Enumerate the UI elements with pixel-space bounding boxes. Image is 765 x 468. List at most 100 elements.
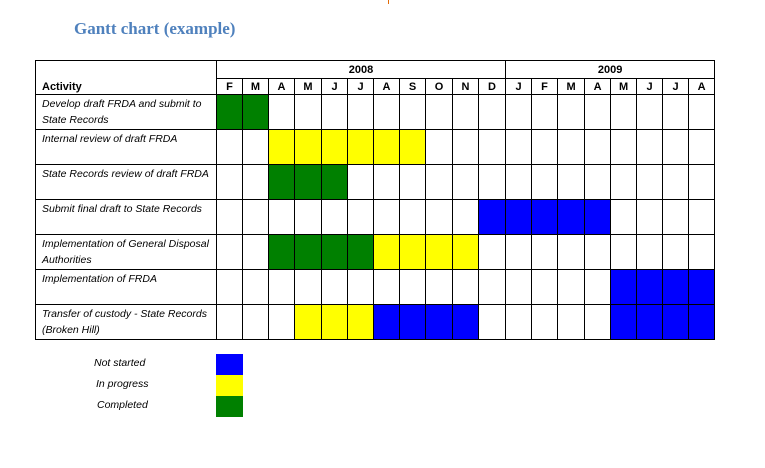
empty-cell <box>242 129 269 165</box>
month-header: D <box>477 78 507 95</box>
empty-cell <box>688 164 716 200</box>
month-header: A <box>688 78 716 95</box>
empty-cell <box>610 94 638 130</box>
empty-cell <box>557 269 586 305</box>
month-header: M <box>557 78 586 95</box>
empty-cell <box>294 94 322 130</box>
not-started-cell <box>477 199 507 235</box>
empty-cell <box>584 234 612 270</box>
activity-label: Submit final draft to State Records <box>35 199 217 235</box>
not-started-cell <box>505 199 533 235</box>
in-progress-cell <box>294 304 322 340</box>
empty-cell <box>531 164 559 200</box>
empty-cell <box>452 199 479 235</box>
empty-cell <box>347 164 374 200</box>
not-started-cell <box>452 304 479 340</box>
empty-cell <box>242 269 269 305</box>
legend-swatch-not-started <box>216 354 243 375</box>
in-progress-cell <box>268 129 295 165</box>
empty-cell <box>662 199 690 235</box>
completed-cell <box>347 234 374 270</box>
empty-cell <box>636 129 664 165</box>
year-header-2009: 2009 <box>505 60 716 79</box>
empty-cell <box>636 94 664 130</box>
table-row: Implementation of General Disposal Autho… <box>35 234 716 270</box>
not-started-cell <box>557 199 586 235</box>
empty-cell <box>399 269 426 305</box>
month-header: A <box>373 78 400 95</box>
empty-cell <box>662 234 690 270</box>
empty-cell <box>610 199 638 235</box>
not-started-cell <box>610 269 638 305</box>
empty-cell <box>557 94 586 130</box>
in-progress-cell <box>399 234 426 270</box>
empty-cell <box>584 94 612 130</box>
empty-cell <box>373 94 400 130</box>
in-progress-cell <box>452 234 479 270</box>
empty-cell <box>242 304 269 340</box>
in-progress-cell <box>373 129 400 165</box>
table-row: Transfer of custody - State Records (Bro… <box>35 304 716 340</box>
empty-cell <box>294 269 322 305</box>
month-header: M <box>294 78 322 95</box>
empty-cell <box>399 94 426 130</box>
completed-cell <box>216 94 243 130</box>
not-started-cell <box>636 304 664 340</box>
month-header: F <box>531 78 559 95</box>
month-header: J <box>505 78 533 95</box>
empty-cell <box>610 234 638 270</box>
completed-cell <box>294 234 322 270</box>
empty-cell <box>425 94 453 130</box>
empty-cell <box>636 234 664 270</box>
empty-cell <box>425 269 453 305</box>
legend-label: Not started <box>94 357 146 369</box>
completed-cell <box>242 94 269 130</box>
in-progress-cell <box>425 234 453 270</box>
not-started-cell <box>688 269 716 305</box>
legend-label: In progress <box>96 378 149 390</box>
not-started-cell <box>584 199 612 235</box>
empty-cell <box>477 269 507 305</box>
completed-cell <box>321 164 348 200</box>
empty-cell <box>636 199 664 235</box>
in-progress-cell <box>347 304 374 340</box>
empty-cell <box>268 199 295 235</box>
empty-cell <box>584 164 612 200</box>
not-started-cell <box>662 269 690 305</box>
not-started-cell <box>399 304 426 340</box>
empty-cell <box>268 269 295 305</box>
empty-cell <box>425 164 453 200</box>
empty-cell <box>610 129 638 165</box>
completed-cell <box>294 164 322 200</box>
empty-cell <box>399 164 426 200</box>
empty-cell <box>347 269 374 305</box>
activity-label: Transfer of custody - State Records (Bro… <box>35 304 217 340</box>
empty-cell <box>347 199 374 235</box>
empty-cell <box>662 164 690 200</box>
empty-cell <box>216 269 243 305</box>
not-started-cell <box>688 304 716 340</box>
empty-cell <box>477 304 507 340</box>
month-header: S <box>399 78 426 95</box>
not-started-cell <box>636 269 664 305</box>
in-progress-cell <box>294 129 322 165</box>
empty-cell <box>531 234 559 270</box>
month-header: J <box>321 78 348 95</box>
completed-cell <box>268 234 295 270</box>
activity-label: Internal review of draft FRDA <box>35 129 217 165</box>
empty-cell <box>477 129 507 165</box>
empty-cell <box>268 94 295 130</box>
empty-cell <box>399 199 426 235</box>
empty-cell <box>425 199 453 235</box>
empty-cell <box>321 199 348 235</box>
year-header-2008: 2008 <box>215 60 507 79</box>
activity-label: Develop draft FRDA and submit to State R… <box>35 94 217 130</box>
empty-cell <box>584 304 612 340</box>
empty-cell <box>216 164 243 200</box>
empty-cell <box>373 269 400 305</box>
in-progress-cell <box>321 129 348 165</box>
table-row: Internal review of draft FRDA <box>35 129 716 165</box>
month-header: O <box>425 78 453 95</box>
empty-cell <box>610 164 638 200</box>
table-row: Submit final draft to State Records <box>35 199 716 235</box>
